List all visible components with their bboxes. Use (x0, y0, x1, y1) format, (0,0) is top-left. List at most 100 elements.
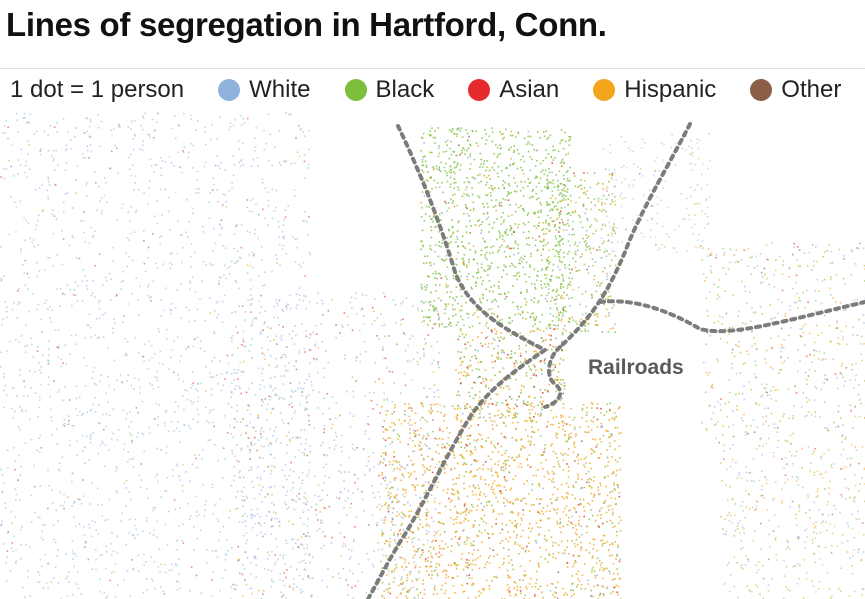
population-dot (590, 208, 593, 211)
population-dot (343, 536, 346, 538)
population-dot (581, 226, 584, 229)
population-dot (467, 438, 469, 440)
population-dot (546, 274, 548, 276)
population-dot (48, 256, 51, 259)
population-dot (258, 522, 260, 524)
population-dot (154, 164, 157, 166)
population-dot (561, 274, 564, 277)
population-dot (71, 505, 73, 507)
population-dot (384, 357, 387, 360)
population-dot (431, 410, 433, 412)
population-dot (554, 499, 557, 502)
population-dot (553, 206, 556, 208)
population-dot (182, 423, 185, 426)
population-dot (460, 127, 462, 129)
population-dot (533, 504, 535, 506)
population-dot (367, 524, 370, 526)
population-dot (434, 308, 436, 311)
population-dot (530, 283, 533, 285)
population-dot (474, 250, 477, 252)
population-dot (228, 190, 230, 192)
population-dot (448, 170, 451, 173)
population-dot (567, 470, 570, 472)
population-dot (482, 166, 484, 168)
population-dot (160, 315, 162, 317)
population-dot (392, 507, 395, 510)
population-dot (97, 452, 100, 455)
population-dot (277, 304, 279, 307)
population-dot (246, 515, 249, 518)
population-dot (368, 438, 371, 440)
population-dot (273, 485, 276, 488)
population-dot (531, 312, 533, 315)
population-dot (487, 327, 489, 329)
population-dot (590, 509, 592, 511)
population-dot (299, 403, 301, 406)
population-dot (112, 408, 115, 410)
population-dot (469, 434, 472, 437)
population-dot (434, 437, 436, 440)
population-dot (556, 307, 558, 309)
population-dot (0, 176, 3, 178)
population-dot (309, 253, 312, 256)
population-dot (432, 359, 435, 362)
population-dot (318, 391, 320, 393)
population-dot (434, 569, 437, 571)
population-dot (117, 172, 119, 174)
population-dot (73, 500, 76, 503)
population-dot (135, 528, 137, 530)
population-dot (539, 585, 542, 588)
population-dot (515, 190, 518, 193)
population-dot (18, 341, 20, 343)
population-dot (617, 522, 620, 525)
population-dot (307, 414, 310, 417)
population-dot (351, 307, 353, 309)
population-dot (526, 420, 528, 422)
population-dot (534, 165, 537, 167)
population-dot (300, 443, 302, 445)
population-dot (487, 346, 489, 348)
population-dot (14, 516, 17, 518)
population-dot (231, 260, 233, 263)
population-dot (465, 471, 467, 473)
population-dot (363, 340, 366, 343)
population-dot (583, 263, 586, 266)
population-dot (192, 345, 195, 348)
population-dot (37, 303, 40, 306)
population-dot (506, 402, 509, 405)
population-dot (298, 492, 300, 495)
population-dot (298, 382, 301, 384)
population-dot (522, 400, 525, 402)
population-dot (57, 356, 59, 358)
population-dot (30, 521, 33, 523)
population-dot (422, 405, 424, 408)
population-dot (255, 576, 257, 578)
population-dot (545, 510, 548, 513)
population-dot (273, 338, 275, 341)
population-dot (7, 531, 10, 533)
population-dot (303, 160, 306, 163)
population-dot (523, 570, 526, 572)
population-dot (295, 368, 298, 371)
population-dot (527, 141, 530, 143)
population-dot (550, 480, 553, 482)
population-dot (2, 318, 5, 320)
population-dot (550, 300, 552, 302)
population-dot (48, 484, 50, 487)
population-dot (583, 172, 585, 174)
population-dot (246, 539, 248, 541)
population-dot (326, 393, 329, 395)
population-dot (339, 414, 341, 416)
population-dot (426, 205, 428, 208)
population-dot (203, 515, 206, 517)
population-dot (8, 233, 11, 236)
population-dot (562, 328, 565, 331)
population-dot (580, 487, 582, 490)
population-dot (200, 382, 202, 385)
population-dot (142, 117, 145, 119)
population-dot (533, 406, 535, 408)
population-dot (593, 275, 596, 277)
population-dot (534, 323, 536, 325)
population-dot (30, 387, 32, 389)
population-dot (240, 344, 243, 346)
